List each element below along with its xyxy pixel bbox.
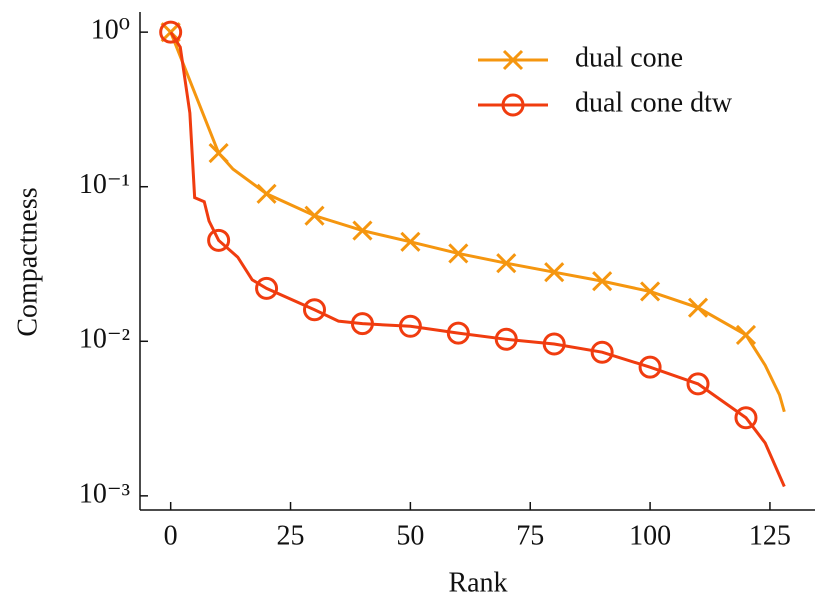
y-tick-label: 10⁻²: [79, 324, 130, 355]
marker-x: [352, 220, 373, 241]
marker-x: [208, 143, 229, 164]
marker-circle: [494, 327, 518, 351]
y-axis-label: Compactness: [12, 187, 43, 336]
marker-x: [496, 253, 517, 274]
marker-circle: [398, 314, 422, 338]
marker-x: [544, 262, 565, 283]
x-axis-label: Rank: [448, 567, 507, 598]
marker-circle: [303, 298, 327, 322]
marker-x: [735, 324, 757, 345]
marker-circle: [159, 20, 183, 44]
marker-x: [304, 205, 325, 226]
x-tick-label: 25: [277, 520, 305, 551]
marker-circle: [350, 312, 374, 336]
marker-circle: [501, 93, 525, 117]
series-line: [169, 31, 786, 488]
y-tick-label: 10⁰: [91, 15, 130, 46]
x-tick-label: 100: [629, 520, 671, 551]
marker-circle: [686, 372, 710, 396]
legend-label: dual cone dtw: [575, 87, 733, 118]
x-tick-label: 75: [516, 520, 544, 551]
y-tick-label: 10⁻¹: [79, 169, 130, 200]
marker-x: [256, 183, 277, 204]
marker-circle: [255, 276, 279, 300]
marker-x: [687, 297, 709, 318]
x-tick-label: 50: [396, 520, 424, 551]
y-tick-label: 10⁻³: [79, 478, 130, 509]
marker-circle: [207, 228, 231, 252]
marker-x: [592, 271, 613, 292]
legend-label: dual cone: [575, 42, 683, 73]
marker-circle: [542, 332, 566, 356]
marker-circle: [638, 355, 662, 379]
marker-x: [400, 231, 421, 252]
marker-circle: [734, 406, 758, 430]
x-tick-label: 0: [164, 520, 178, 551]
marker-x: [640, 281, 661, 302]
marker-x: [502, 49, 524, 71]
marker-circle: [446, 321, 470, 345]
x-tick-label: 125: [749, 520, 791, 551]
marker-circle: [590, 340, 614, 364]
marker-x: [448, 243, 469, 264]
